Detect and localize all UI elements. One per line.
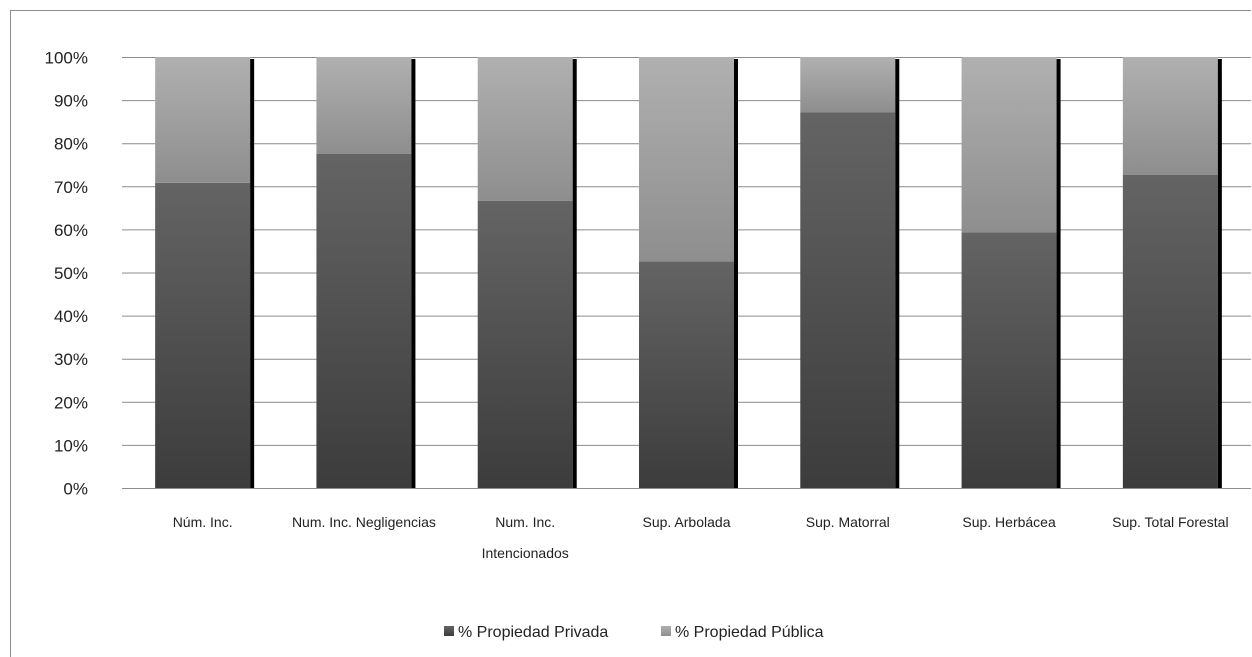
bar-propiedad-publica (639, 57, 734, 262)
x-category-label: Intencionados (482, 545, 569, 561)
axes: 0% 10% 20% 30% 40% 50% 60% 70% 80% 90% 100% Núm. In… (45, 49, 1251, 561)
y-tick-label: 90% (54, 92, 88, 111)
bar-propiedad-privada (961, 232, 1057, 488)
bar-propiedad-publica (800, 57, 896, 113)
x-category-label: Sup. Arbolada (643, 514, 731, 530)
bar-shadow (1217, 59, 1222, 488)
chart-area (10, 10, 1251, 657)
bar-propiedad-publica (155, 57, 251, 183)
x-category-label: Sup. Matorral (806, 514, 890, 530)
y-tick-label: 30% (54, 350, 88, 369)
bar-propiedad-privada (316, 153, 412, 488)
y-tick-label: 40% (54, 307, 88, 326)
y-tick-label: 60% (54, 221, 88, 240)
bar-shadow (895, 59, 900, 488)
bar-propiedad-publica (477, 57, 573, 201)
legend-label-publica: % Propiedad Pública (675, 624, 824, 641)
bar-propiedad-privada (639, 261, 734, 488)
bar-propiedad-privada (155, 182, 251, 489)
x-category-label: Núm. Inc. (173, 514, 233, 530)
y-tick-label: 0% (63, 480, 88, 499)
bar-propiedad-publica (316, 57, 412, 154)
bar-propiedad-publica (1122, 57, 1218, 175)
y-tick-label: 100% (45, 49, 88, 68)
bars (155, 57, 1222, 489)
bar-shadow (411, 59, 416, 488)
bar-propiedad-publica (961, 57, 1057, 233)
bar-propiedad-privada (800, 112, 896, 488)
y-tick-label: 80% (54, 135, 88, 154)
y-tick-label: 20% (54, 393, 88, 412)
bar-propiedad-privada (1122, 174, 1218, 488)
x-category-label: Sup. Herbácea (962, 514, 1056, 530)
legend-swatch-publica (661, 626, 671, 636)
bar-shadow (572, 59, 577, 488)
bar-shadow (250, 59, 255, 488)
x-category-label: Num. Inc. Negligencias (292, 514, 436, 530)
legend: % Propiedad Privada % Propiedad Pública (444, 624, 824, 641)
y-tick-label: 10% (54, 436, 88, 455)
y-tick-label: 50% (54, 264, 88, 283)
bar-shadow (1056, 59, 1061, 488)
legend-label-privada: % Propiedad Privada (458, 624, 608, 641)
bar-propiedad-privada (477, 200, 573, 489)
y-tick-label: 70% (54, 178, 88, 197)
bar-shadow (734, 59, 738, 488)
x-category-label: Num. Inc. (495, 514, 555, 530)
legend-swatch-privada (444, 626, 454, 636)
x-category-label: Sup. Total Forestal (1112, 514, 1228, 530)
